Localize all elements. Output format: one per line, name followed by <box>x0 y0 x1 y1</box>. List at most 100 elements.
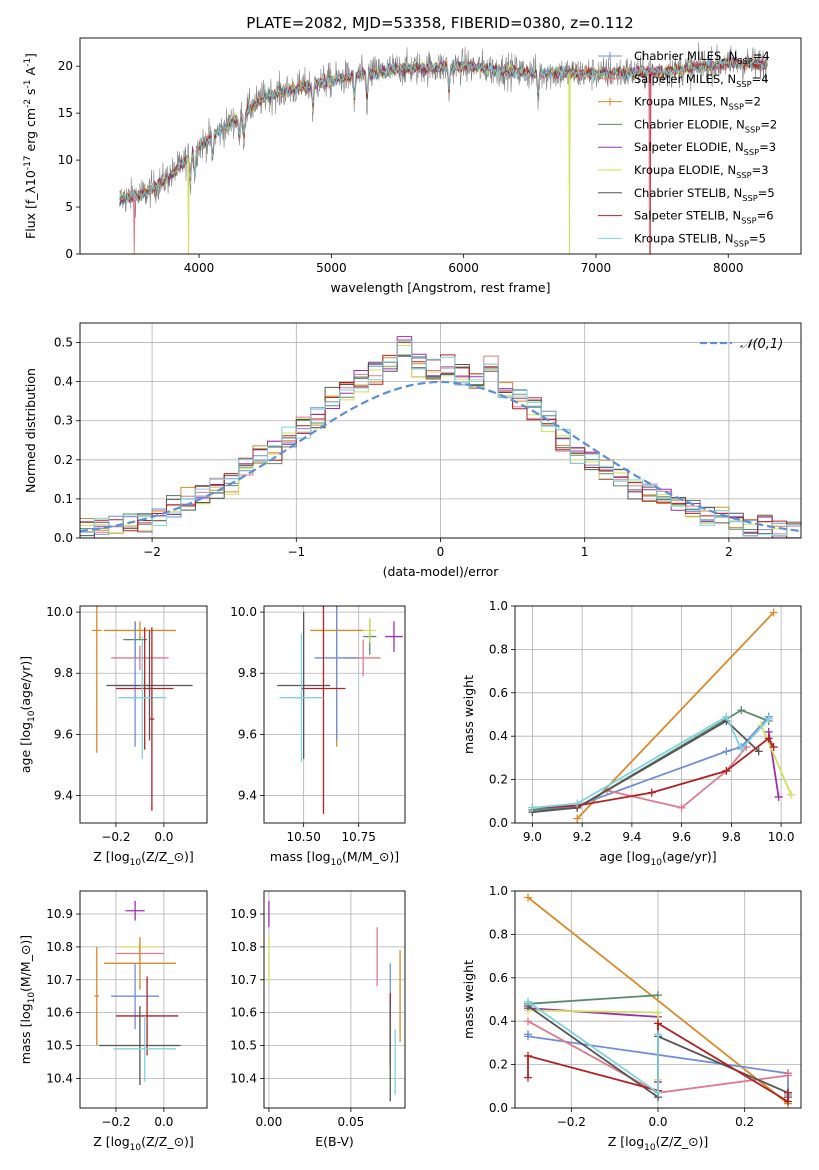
y-tick-label: 10.6 <box>46 1006 73 1020</box>
y-tick-label: 10.9 <box>230 907 257 921</box>
x-tick-label: 2 <box>725 545 733 559</box>
weight-series <box>524 1017 792 1097</box>
x-tick-label: 0 <box>437 545 445 559</box>
errorbar-point <box>103 621 176 640</box>
legend-label: Kroupa MILES, NSSP=2 <box>634 95 761 112</box>
y-tick-label: 0.8 <box>489 642 508 656</box>
errorbar-point <box>115 627 174 750</box>
weight-marker <box>769 608 778 617</box>
weight-marker <box>677 803 686 812</box>
errorbar-point <box>279 633 324 762</box>
y-tick-label: 10.4 <box>46 1071 73 1085</box>
y-tick-label: 0.4 <box>54 375 73 389</box>
errorbar-point <box>91 606 102 753</box>
y-tick-label: 10.4 <box>230 1071 257 1085</box>
legend-label: Salpeter STELIB, NSSP=6 <box>634 209 774 226</box>
errorbar-point <box>103 937 176 990</box>
errorbar-point <box>149 627 155 811</box>
errorbar-point <box>94 946 100 1046</box>
x-tick-label: −1 <box>287 545 305 559</box>
y-tick-label: 9.8 <box>238 666 257 680</box>
axes-frame <box>79 322 802 539</box>
x-tick-label: 9.2 <box>573 830 592 844</box>
gaussian-curve <box>80 380 801 533</box>
weight-marker <box>722 712 731 721</box>
axes-frame <box>79 890 208 1109</box>
errorbar-point <box>314 606 359 741</box>
axes-spectrum: 4000 5000 6000 7000 8000 0 5 10 15 20 wavelength [… <box>23 37 802 295</box>
axes-age_vs_Z: −0.2 0.0 9.4 9.6 9.8 10.0 Z [log10(Z/Z_⊙)] age … <box>18 605 208 868</box>
axes-frame <box>79 37 802 255</box>
weight-marker <box>524 1073 532 1082</box>
weight-marker <box>573 799 582 808</box>
weight-marker <box>722 747 731 756</box>
y-tick-label: 0.2 <box>489 773 508 787</box>
y-axis-label: mass [log10(M/M_⊙)] <box>18 935 37 1064</box>
errorbar-point <box>111 963 160 1030</box>
y-tick-label: 0.2 <box>489 1058 508 1072</box>
x-axis-label: mass [log10(M/M_⊙)] <box>270 849 399 868</box>
weight-marker <box>754 747 763 756</box>
y-tick-label: 0.4 <box>489 1014 508 1028</box>
y-tick-label: 0.6 <box>489 971 508 985</box>
weight-series <box>757 721 796 799</box>
axes-weight_vs_Z: −0.2 0.0 0.2 0.0 0.2 0.4 0.6 0.8 1.0 Z [log10(Z/Z… <box>461 884 802 1153</box>
axes-mass_vs_Z: −0.2 0.0 10.4 10.5 10.6 10.7 10.8 10.9 Z [log10(… <box>18 890 208 1153</box>
axes-frame <box>263 890 406 1109</box>
y-tick-label: 10.0 <box>230 605 257 619</box>
weight-line <box>527 896 789 1105</box>
y-tick-label: 0 <box>65 247 73 261</box>
legend-label: Salpeter MILES, NSSP=4 <box>634 72 769 89</box>
chart-title: PLATE=2082, MJD=53358, FIBERID=0380, z=0… <box>246 14 633 32</box>
x-axis-label: Z [log10(Z/Z_⊙)] <box>93 1134 194 1153</box>
plot-area <box>524 893 792 1108</box>
y-tick-label: 0.1 <box>54 492 73 506</box>
legend-label: Kroupa STELIB, NSSP=5 <box>634 231 766 248</box>
weight-marker <box>784 1088 792 1097</box>
y-axis-label: mass weight <box>461 960 476 1039</box>
errorbar-point <box>363 618 377 643</box>
weight-line <box>532 719 760 813</box>
weight-marker <box>524 1032 532 1041</box>
x-tick-label: 10.50 <box>286 830 320 844</box>
errorbar-point <box>385 621 403 652</box>
y-tick-label: 0.6 <box>489 686 508 700</box>
weight-line <box>532 709 770 811</box>
y-tick-label: 9.6 <box>54 727 73 741</box>
y-axis-label: age [log10(age/yr)] <box>18 656 37 773</box>
weight-marker <box>787 790 796 799</box>
y-tick-label: 10 <box>58 153 73 167</box>
weight-marker <box>764 734 773 743</box>
y-tick-label: 9.4 <box>54 788 73 802</box>
axes-age_vs_mass: 10.50 10.75 9.4 9.6 9.8 10.0 mass [log10(M/M_⊙… <box>230 605 406 868</box>
x-axis-label: E(B-V) <box>315 1134 354 1149</box>
weight-marker <box>764 714 773 723</box>
observed-spectrum <box>119 42 768 219</box>
weight-marker <box>654 1019 662 1028</box>
legend-label: Chabrier ELODIE, NSSP=2 <box>634 117 777 134</box>
plot-area <box>119 42 768 254</box>
model-spectrum-line <box>119 56 768 204</box>
plot-area <box>268 900 401 1102</box>
spectrum-dropout <box>187 157 190 254</box>
x-axis-label: Z [log10(Z/Z_⊙)] <box>608 1134 709 1153</box>
legend: Chabrier MILES, NSSP=4 Salpeter MILES, NS… <box>598 49 777 248</box>
y-tick-label: 10.5 <box>230 1039 257 1053</box>
x-tick-label: 0.0 <box>648 1115 667 1129</box>
legend-label: 𝒩(0,1) <box>740 337 783 352</box>
errorbar-point <box>111 645 169 671</box>
plot-area <box>80 336 801 538</box>
y-tick-label: 0.0 <box>54 531 73 545</box>
y-tick-label: 1.0 <box>489 599 508 613</box>
y-tick-label: 10.9 <box>46 907 73 921</box>
spectrum-dropout <box>568 73 571 254</box>
plot-area <box>91 606 193 811</box>
y-tick-label: 9.8 <box>54 666 73 680</box>
x-tick-label: 9.8 <box>722 830 741 844</box>
weight-marker <box>528 803 537 812</box>
weight-marker <box>784 1097 792 1106</box>
x-tick-label: 0.0 <box>154 1115 173 1129</box>
weight-line <box>532 737 775 809</box>
errorbar-point <box>106 630 193 741</box>
y-axis-label: Normed distribution <box>23 368 38 493</box>
